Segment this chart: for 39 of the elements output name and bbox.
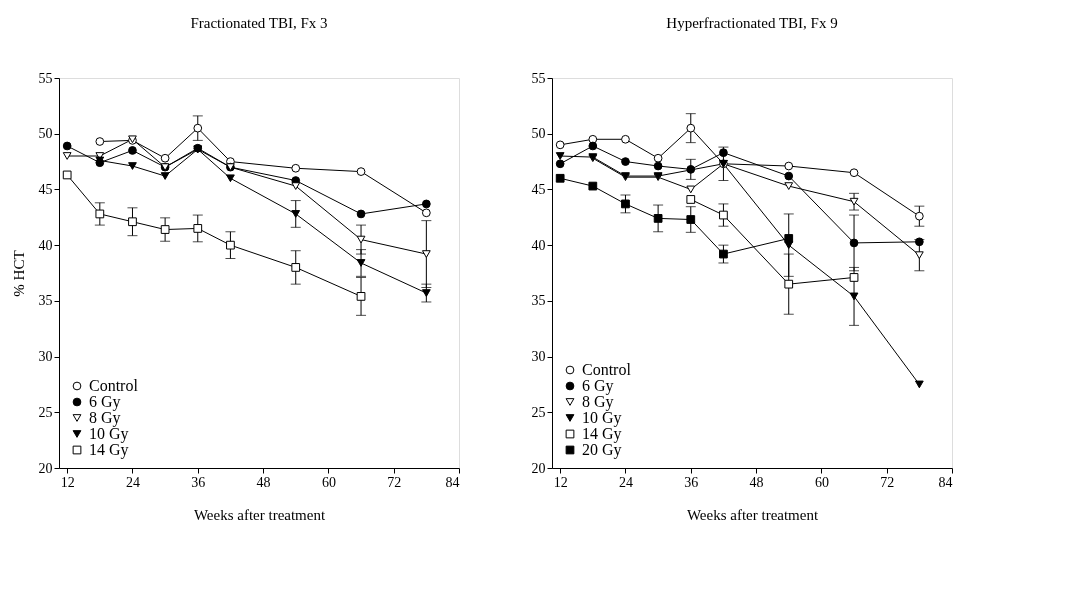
y-tick-label: 45: [531, 181, 546, 197]
y-tick-label: 50: [38, 126, 53, 142]
x-tick-label: 12: [553, 474, 568, 490]
y-tick-label: 35: [38, 293, 53, 309]
legend-label: 6 Gy: [582, 377, 614, 395]
x-tick-label: 84: [445, 474, 460, 490]
x-axis-title: Weeks after treatment: [686, 506, 819, 523]
legend-label: Control: [89, 377, 139, 394]
x-tick-label: 48: [256, 474, 271, 490]
legend-label: Control: [582, 361, 632, 378]
x-tick-label: 72: [387, 474, 402, 490]
y-tick-label: 25: [531, 404, 546, 420]
y-tick-label: 25: [38, 404, 53, 420]
y-tick-label: 55: [38, 70, 53, 86]
x-tick-label: 24: [618, 474, 633, 490]
x-axis-title: Weeks after treatment: [193, 506, 326, 523]
y-axis-title: % HCT: [10, 250, 27, 297]
x-tick-label: 84: [938, 474, 953, 490]
legend-label: 6 Gy: [89, 393, 121, 411]
y-tick-label: 50: [531, 126, 546, 142]
y-tick-label: 30: [531, 349, 546, 365]
y-tick-label: 40: [38, 237, 53, 253]
y-tick-label: 40: [531, 237, 546, 253]
y-tick-label: 55: [531, 70, 546, 86]
y-tick-label: 20: [531, 460, 546, 476]
x-tick-label: 36: [684, 474, 699, 490]
x-tick-label: 36: [191, 474, 206, 490]
chart-title: Fractionated TBI, Fx 3: [190, 15, 328, 31]
x-tick-label: 60: [814, 474, 829, 490]
y-tick-label: 20: [38, 460, 53, 476]
x-tick-label: 12: [60, 474, 75, 490]
x-tick-label: 72: [880, 474, 895, 490]
x-tick-label: 48: [749, 474, 764, 490]
y-tick-label: 45: [38, 181, 53, 197]
y-tick-label: 35: [531, 293, 546, 309]
y-tick-label: 30: [38, 349, 53, 365]
x-tick-label: 60: [321, 474, 336, 490]
chart-title: Hyperfractionated TBI, Fx 9: [666, 15, 838, 31]
x-tick-label: 24: [125, 474, 140, 490]
